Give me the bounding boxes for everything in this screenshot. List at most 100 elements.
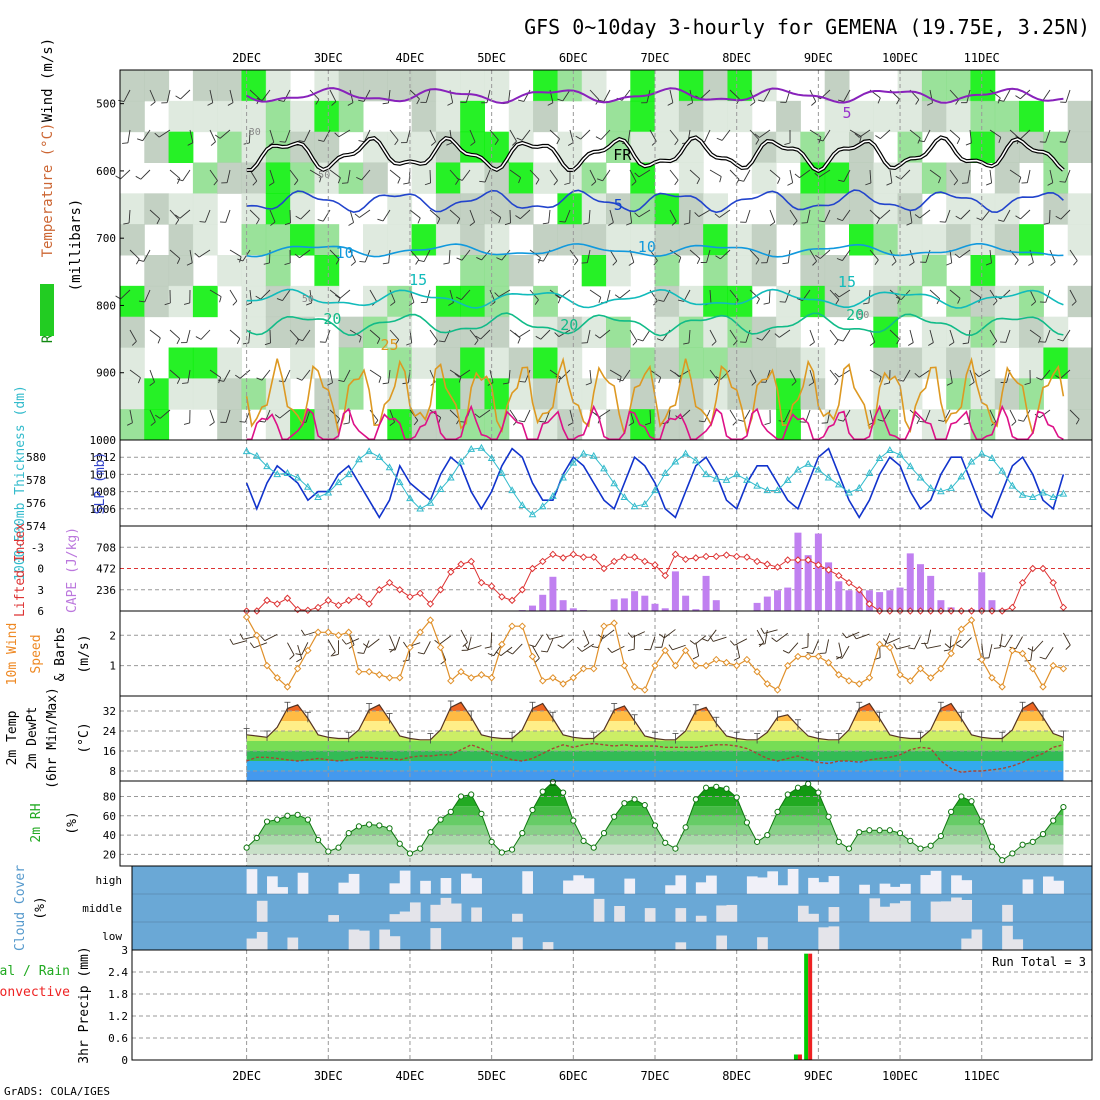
wind-barb-flag	[149, 381, 155, 386]
rh-point	[702, 784, 710, 791]
slp-line	[245, 447, 1065, 519]
wind-barb	[128, 209, 131, 223]
surface-wind-barb-flag	[464, 644, 469, 651]
rh-tick: 40	[103, 829, 116, 842]
cloud-block	[787, 868, 799, 894]
wind-barb	[981, 209, 991, 221]
cross-section-ylabel: Wind (m/s)	[40, 38, 56, 122]
wind-barb-flag	[395, 339, 400, 345]
surface-wind-barb-flag	[956, 644, 963, 649]
surface-wind-barb	[1033, 640, 1044, 652]
wind-barb	[989, 409, 997, 422]
wind-barb	[843, 169, 851, 182]
cape-bar	[886, 590, 894, 611]
wind-speed-point	[804, 652, 812, 661]
bottom-date-tick: 7DEC	[641, 1069, 670, 1083]
thickness-point	[681, 449, 690, 457]
wind-barb	[889, 329, 900, 340]
wind-barb-flag	[1073, 260, 1078, 266]
wind-barb-flag	[494, 292, 500, 297]
cloud-block	[389, 936, 401, 950]
rh-point	[366, 821, 373, 828]
cloud-block	[246, 938, 258, 950]
wind-barb-flag	[252, 180, 258, 186]
wind-speed-point	[467, 674, 475, 682]
wind-barb	[1065, 89, 1071, 103]
rh-tick: 60	[103, 810, 116, 823]
rh-point	[427, 829, 434, 836]
wind-barb	[289, 209, 291, 224]
wind-speed-point	[304, 646, 312, 655]
rh-cell	[921, 100, 947, 133]
wind-barb	[289, 169, 299, 181]
wind-barb	[603, 89, 611, 102]
lifted-index-point	[835, 571, 843, 580]
cloud-block	[961, 900, 973, 922]
wind-barb	[299, 249, 311, 259]
wind-barb-flag	[209, 421, 215, 426]
wind-barb	[501, 249, 511, 261]
wind-barb-flag	[865, 182, 872, 186]
cloud-block	[358, 930, 370, 950]
rh-cell	[1067, 131, 1093, 163]
wind-barb-flag	[815, 254, 821, 259]
wind-barb	[1059, 369, 1071, 379]
wind-barb-flag	[787, 182, 793, 186]
rh-point	[325, 848, 332, 855]
wind-barb	[669, 209, 677, 222]
wind-barb	[838, 289, 851, 298]
top-date-tick: 4DEC	[396, 51, 425, 65]
rh-cell	[1019, 224, 1044, 256]
chart-title: GFS 0~10day 3-hourly for GEMENA (19.75E,…	[524, 15, 1090, 39]
cloud-block	[267, 876, 278, 894]
wind-barb-flag	[217, 379, 224, 382]
cape-bar	[682, 595, 690, 611]
wind-barb	[909, 209, 913, 223]
wind-barb	[829, 289, 840, 300]
wind-barb-flag	[779, 301, 786, 303]
rh-cell	[241, 193, 267, 225]
wind-barb	[209, 289, 222, 298]
cloud-block	[512, 913, 523, 922]
wind-barb-flag	[331, 101, 337, 106]
wind-barb-flag	[174, 214, 181, 219]
lifted-index-point	[385, 578, 394, 587]
rh-cell	[751, 70, 777, 102]
wind-barb-flag	[784, 142, 791, 145]
thickness-point	[600, 464, 608, 472]
wind-barb	[509, 129, 517, 142]
wind-barb-flag	[443, 262, 450, 265]
wind-barb	[127, 129, 131, 143]
surface-wind-barb-flag	[403, 641, 408, 648]
wind-barb-flag	[403, 182, 410, 185]
wind-speed-point	[855, 680, 863, 688]
wind-barb-flag	[948, 341, 955, 346]
surface-wind-barb-flag	[260, 635, 266, 641]
wind-barb-flag	[335, 259, 340, 265]
rh-point	[1019, 841, 1026, 848]
cloud-block	[859, 884, 870, 894]
rh-point	[876, 827, 883, 834]
wind-barb	[149, 409, 156, 423]
wind-barb-flag	[176, 378, 181, 384]
wind-barb	[683, 289, 691, 302]
wind-barb-flag	[756, 337, 763, 341]
thickness-point	[1049, 493, 1058, 501]
wind-speed-point	[590, 664, 598, 673]
thickness-point	[487, 454, 496, 462]
wind-barb-flag	[1036, 377, 1042, 381]
wind-barb	[1009, 169, 1022, 178]
wind-barb-flag	[694, 212, 700, 217]
wind-speed-point	[508, 622, 516, 630]
wind-barb-flag	[617, 378, 623, 382]
rh-point	[406, 850, 414, 857]
cloud-block	[757, 937, 768, 950]
surface-wind-barb	[913, 636, 921, 650]
top-date-tick: 2DEC	[232, 51, 261, 65]
wind-barb	[169, 329, 180, 340]
rh-cell	[168, 131, 194, 163]
rh-point	[662, 839, 669, 846]
surface-wind-barb-flag	[417, 652, 425, 655]
cape-bar	[876, 592, 884, 611]
